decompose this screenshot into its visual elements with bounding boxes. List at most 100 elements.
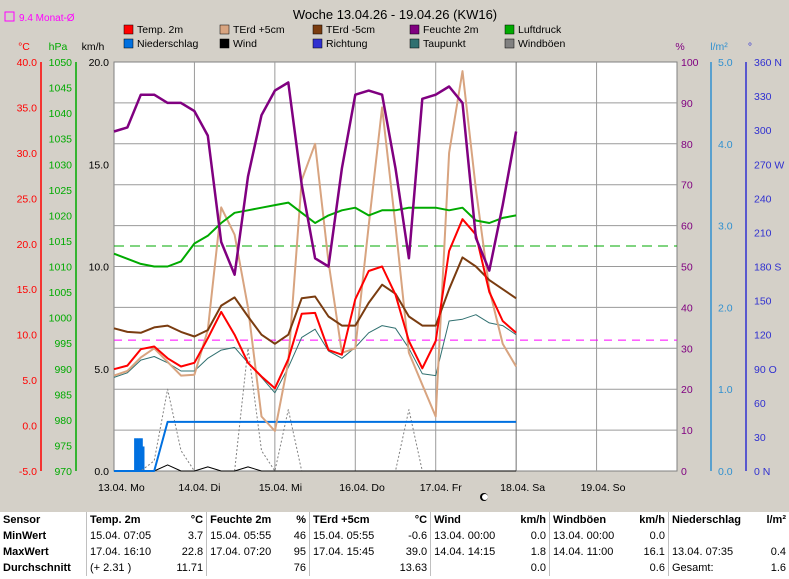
stats-cell-value: 39.0 [405,546,428,558]
legend-label: Temp. 2m [137,24,183,36]
axis-tick-label: 1010 [49,262,73,274]
series-taupunkt [113,314,517,394]
axis-tick-label: 180 S [754,262,781,274]
monat-avg-label: 9.4 Monat-Ø [19,13,75,24]
stats-row: MaxWert 17.04. 16:10 22.8 17.04. 07:20 95 17.… [0,544,789,560]
axis-tick-label: 100 [681,57,699,69]
stats-cell-value: 0.6 [649,562,665,574]
stats-header: TErd +5cm [309,512,391,528]
axis-tick-label: 25.0 [17,193,38,205]
x-tick-label: 16.04. Do [339,482,385,494]
legend-swatch [409,24,420,35]
stats-row-label: MaxWert [3,546,49,558]
axis-tick-label: 0.0 [94,466,109,478]
stats-cell-value: 0.0 [649,530,665,542]
stats-cell-time: 15.04. 07:05 [86,528,168,544]
axis-tick-label: 30 [681,343,693,355]
stats-cell-time: 15.04. 05:55 [206,528,288,544]
stats-cell-value: 0.0 [530,562,547,574]
chart-title: Woche 13.04.26 - 19.04.26 (KW16) [293,7,497,22]
stats-header: Feuchte 2m [206,512,288,528]
legend-item: Wind [219,38,257,50]
axis-tick-label: 990 [54,364,72,376]
axis-tick-label: 1015 [49,236,73,248]
axis-tick-label: 1000 [49,313,73,325]
axis-tick-label: 0 [681,466,687,478]
axis-tick-label: 1030 [49,159,73,171]
axis-unit: km/h [82,41,105,53]
stats-cell-value: 46 [293,530,307,542]
axis-tick-label: 5.0 [718,57,733,69]
axis-tick-label: 80 [681,139,693,151]
stats-cell-value [758,528,789,544]
stats-cell-time: 17.04. 15:45 [309,544,391,560]
legend-item: Windböen [504,38,565,50]
series-terd-5cm [113,256,517,345]
axis-tick-label: 20 [681,384,693,396]
stats-cell-time: 13.04. 07:35 [667,544,759,560]
stats-cell-value: 0.4 [770,546,786,558]
stats-cell-time [206,560,288,576]
stats-cell-time: 17.04. 16:10 [86,544,168,560]
axis-tick-label: 40.0 [17,57,38,69]
axis-tick-label: 970 [54,466,72,478]
legend-swatch [504,38,515,49]
stats-header: Windböen [549,512,631,528]
legend-item: Taupunkt [409,38,466,50]
axis-tick-label: 10.0 [17,330,38,342]
rain-bar [142,446,145,471]
stats-cell-value: 22.8 [181,546,204,558]
stats-cell-time: 14.04. 11:00 [549,544,631,560]
stats-row: Durchschnitt (+ 2.31 ) 11.71 76 13.63 0.0 0.6 G… [0,560,789,576]
chart-svg: Temp. 2m TErd +5cm TErd -5cm Feuchte 2m Luft… [4,7,785,501]
legend-swatch [409,38,420,49]
x-tick-label: 18.04. Sa [500,482,545,494]
legend-label: Wind [233,38,257,50]
legend-swatch [219,24,230,35]
legend-label: Niederschlag [137,38,198,50]
series-wind [114,464,517,472]
axis-tick-label: 60 [681,221,693,233]
axis-tick-label: 985 [54,389,72,401]
legend-label: Windböen [518,38,565,50]
axis-tick-label: 270 W [754,159,784,171]
stats-header-unit: °C [414,514,428,526]
stats-cell-value: 95 [293,546,307,558]
legend-swatch [312,38,323,49]
legend-label: Feuchte 2m [423,24,479,36]
axis-tick-label: 20.0 [89,57,110,69]
axis-tick-label: 1.0 [718,384,733,396]
axis-tick-label: 5.0 [22,375,37,387]
axis-tick-label: 10 [681,425,693,437]
stats-header-unit: °C [190,514,204,526]
axis-tick-label: 1045 [49,83,73,95]
axis-tick-label: 10.0 [89,262,110,274]
stats-header: Wind [430,512,512,528]
axis-tick-label: 90 [681,98,693,110]
legend-swatch [219,38,230,49]
stats-cell-time: 14.04. 14:15 [430,544,512,560]
monat-label: 9.4 Monat-Ø [4,11,75,24]
axis-tick-label: 1020 [49,210,73,222]
stats-cell-time [309,560,391,576]
stats-table: Sensor Temp. 2m °C Feuchte 2m% TErd +5cm °C Wi… [0,512,789,579]
legend-item: Richtung [312,38,368,50]
stats-header-unit: % [296,514,307,526]
axis-tick-label: 35.0 [17,102,38,114]
axis-tick-label: -5.0 [19,466,37,478]
legend-item: Niederschlag [123,38,198,50]
axis-tick-label: 20.0 [17,239,38,251]
stats-row-label: MinWert [3,530,47,542]
stats-cell-value: 11.71 [176,562,204,574]
x-tick-label: 13.04. Mo [98,482,145,494]
axis-tick-label: 30 [754,432,766,444]
stats-cell-time: 13.04. 00:00 [430,528,512,544]
x-tick-label: 19.04. So [581,482,626,494]
stats-header: Niederschlag [667,512,759,528]
stats-cell-time [667,528,759,544]
series-terd-5cm [113,70,517,432]
x-tick-label: 14.04. Di [178,482,220,494]
stats-header-unit: km/h [520,514,547,526]
stats-cell-value: 16.1 [643,546,665,558]
axis-tick-label: 1025 [49,185,73,197]
